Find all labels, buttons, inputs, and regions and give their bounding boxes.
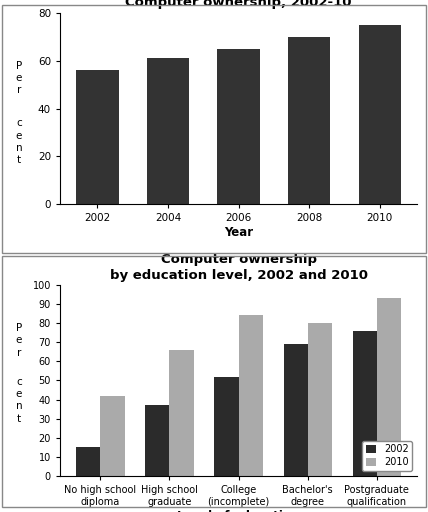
Text: P
e
r: P e r	[16, 60, 22, 95]
Bar	[353, 331, 377, 476]
Bar	[283, 344, 308, 476]
Bar	[288, 37, 330, 204]
Title: Computer ownership, 2002-10: Computer ownership, 2002-10	[125, 0, 352, 9]
X-axis label: Level of education: Level of education	[178, 509, 300, 512]
X-axis label: Year: Year	[224, 226, 253, 239]
Bar	[147, 58, 189, 204]
Bar	[145, 406, 169, 476]
Text: c
e
n
t: c e n t	[15, 118, 22, 165]
Bar	[100, 396, 125, 476]
Bar	[169, 350, 194, 476]
Bar	[308, 323, 332, 476]
Title: Computer ownership
by education level, 2002 and 2010: Computer ownership by education level, 2…	[110, 253, 368, 282]
Bar	[76, 70, 119, 204]
Bar	[377, 298, 401, 476]
Bar	[239, 315, 263, 476]
Bar	[76, 447, 100, 476]
Bar	[214, 377, 239, 476]
Text: c
e
n
t: c e n t	[15, 377, 22, 424]
Legend: 2002, 2010: 2002, 2010	[363, 441, 413, 472]
Bar	[359, 25, 401, 204]
Bar	[217, 49, 260, 204]
Text: P
e
r: P e r	[16, 323, 22, 358]
